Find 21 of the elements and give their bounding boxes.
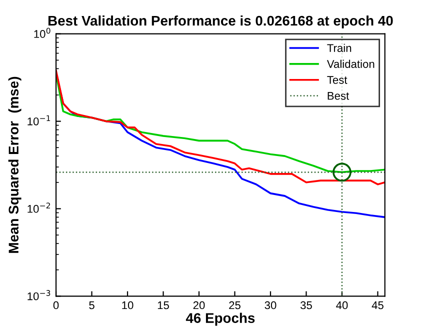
y-tick-label: 10$^{−3}$ (28, 290, 50, 300)
chart-title: Best Validation Performance is 0.026168 at epoch 40 (48, 15, 393, 28)
ref-line-label: Best (328, 92, 350, 100)
x-tick-label: 10 (122, 301, 134, 310)
x-tick-label: 35 (300, 301, 312, 310)
legend-label: Validation (326, 60, 374, 68)
legend-label: Train (327, 44, 352, 52)
x-tick-label: 5 (89, 301, 94, 310)
x-tick-label: 0 (53, 301, 59, 310)
y-tick-label: 10$^{0}$ (34, 28, 50, 38)
y-axis-title: Mean Squared Error (mse) (8, 76, 22, 253)
x-tick-label: 20 (193, 301, 205, 310)
x-axis-title: 46 Epochs (186, 312, 255, 326)
x-tick-label: 45 (372, 301, 384, 310)
x-tick-label: 15 (158, 301, 169, 310)
y-tick-label: 10$^{−1}$ (28, 115, 50, 126)
x-tick-label: 40 (336, 301, 348, 310)
x-tick-label: 30 (264, 301, 276, 310)
legend-label: Test (327, 76, 348, 84)
x-tick-label: 25 (229, 301, 240, 310)
y-tick-label: 10$^{−2}$ (28, 202, 50, 213)
